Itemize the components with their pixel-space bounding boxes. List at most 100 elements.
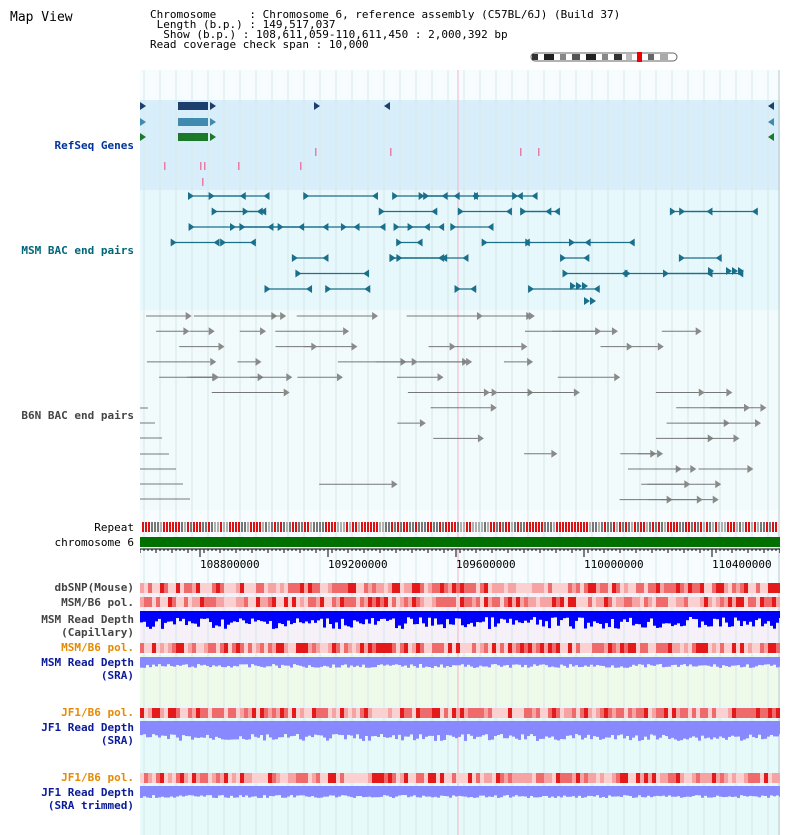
depth-bar <box>449 611 452 625</box>
heat-cell <box>256 773 260 783</box>
heat-cell <box>760 773 764 783</box>
repeat-block <box>676 522 678 532</box>
depth-bar <box>545 611 548 622</box>
depth-bar <box>308 611 311 624</box>
depth-bar <box>545 786 548 796</box>
heat-cell <box>724 597 728 607</box>
refseq-genes-track[interactable] <box>140 102 774 186</box>
chromosome-bar[interactable] <box>140 537 780 557</box>
depth-bar <box>569 786 572 797</box>
depth-bar <box>668 786 671 796</box>
repeat-block <box>250 522 252 532</box>
msm-bac-track[interactable] <box>170 192 758 305</box>
heat-cell <box>448 773 452 783</box>
heat-cell <box>580 583 584 593</box>
heat-cell <box>748 597 752 607</box>
depth-bar <box>581 657 584 667</box>
genome-track-area[interactable]: 108800000 109200000 109600000 110000000 … <box>140 70 780 835</box>
repeat-block <box>658 522 660 532</box>
heat-cell <box>444 583 448 593</box>
chromosome-ideogram[interactable] <box>530 52 680 62</box>
bac-end-arrow <box>657 342 664 351</box>
depth-bar <box>152 721 155 735</box>
heat-cell <box>688 597 692 607</box>
depth-bar <box>635 786 638 798</box>
heat-cell <box>392 708 396 718</box>
heat-cell <box>604 643 608 653</box>
heat-cell <box>500 643 504 653</box>
b6n-bac-track[interactable] <box>140 312 767 504</box>
chromosome-key: Chromosome <box>150 8 250 21</box>
gene-mark <box>200 162 202 170</box>
bac-end-arrow <box>249 238 256 247</box>
heat-cell <box>380 597 384 607</box>
depth-bar <box>770 657 773 666</box>
depth-bar <box>668 721 671 739</box>
heat-cell <box>352 643 356 653</box>
heat-cell <box>660 708 664 718</box>
repeat-block <box>664 522 666 532</box>
genome-tracks-canvas[interactable]: 108800000 109200000 109600000 110000000 … <box>140 70 780 835</box>
heat-cell <box>676 583 680 593</box>
heat-cell <box>236 773 240 783</box>
depth-bar <box>362 721 365 741</box>
depth-bar <box>140 786 143 798</box>
heat-cell <box>312 583 316 593</box>
repeat-block <box>307 522 309 532</box>
heat-cell <box>708 583 712 593</box>
repeat-block <box>739 522 741 532</box>
depth-bar <box>659 786 662 797</box>
depth-bar <box>725 721 728 740</box>
polymorphism-heat-tracks[interactable] <box>140 583 780 783</box>
bac-end-arrow <box>751 207 758 216</box>
heat-cell <box>600 773 604 783</box>
heat-cell <box>620 597 624 607</box>
read-depth-tracks[interactable] <box>140 611 780 798</box>
depth-bar <box>314 657 317 668</box>
depth-bar <box>539 721 542 739</box>
depth-bar <box>656 657 659 665</box>
heat-cell <box>580 708 584 718</box>
depth-bar <box>356 611 359 622</box>
depth-bar <box>617 657 620 668</box>
repeat-block <box>382 522 384 532</box>
depth-bar <box>716 657 719 667</box>
repeat-block <box>271 522 273 532</box>
depth-bar <box>161 657 164 667</box>
msm-read-depth-capillary-label: MSM Read Depth <box>41 613 134 626</box>
repeat-block <box>652 522 654 532</box>
depth-bar <box>716 611 719 620</box>
depth-bar <box>299 611 302 623</box>
depth-bar <box>755 657 758 667</box>
heat-cell <box>596 583 600 593</box>
repeat-track[interactable] <box>142 522 777 532</box>
depth-bar <box>653 611 656 626</box>
depth-bar <box>500 721 503 735</box>
heat-cell <box>280 643 284 653</box>
depth-bar <box>317 611 320 621</box>
heat-cell <box>756 597 760 607</box>
depth-bar <box>425 786 428 797</box>
depth-bar <box>524 657 527 665</box>
heat-cell <box>628 597 632 607</box>
heat-cell <box>564 597 568 607</box>
depth-bar <box>779 721 780 735</box>
depth-bar <box>617 786 620 797</box>
heat-cell <box>492 643 496 653</box>
heat-cell <box>604 708 608 718</box>
depth-bar <box>392 786 395 798</box>
depth-bar <box>494 786 497 796</box>
heat-cell <box>532 708 536 718</box>
heat-cell <box>576 708 580 718</box>
msm-b6-pol-capillary-label: MSM/B6 pol. <box>61 596 134 609</box>
heat-cell <box>580 643 584 653</box>
depth-bar <box>359 611 362 624</box>
depth-bar <box>338 786 341 797</box>
repeat-block <box>415 522 417 532</box>
bac-end-arrow <box>213 373 220 382</box>
heat-cell <box>216 773 220 783</box>
repeat-block <box>385 522 387 532</box>
depth-bar <box>176 786 179 797</box>
depth-bar <box>563 657 566 666</box>
depth-bar <box>305 721 308 737</box>
